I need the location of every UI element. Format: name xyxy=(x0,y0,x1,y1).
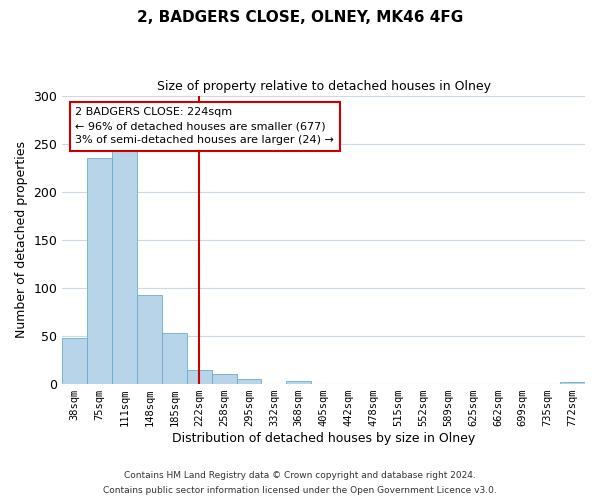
Y-axis label: Number of detached properties: Number of detached properties xyxy=(15,142,28,338)
Bar xyxy=(112,144,137,384)
Bar xyxy=(236,380,262,384)
Title: Size of property relative to detached houses in Olney: Size of property relative to detached ho… xyxy=(157,80,491,93)
Bar xyxy=(87,158,112,384)
Bar xyxy=(187,370,212,384)
X-axis label: Distribution of detached houses by size in Olney: Distribution of detached houses by size … xyxy=(172,432,475,445)
Text: Contains public sector information licensed under the Open Government Licence v3: Contains public sector information licen… xyxy=(103,486,497,495)
Bar xyxy=(560,382,585,384)
Text: 2 BADGERS CLOSE: 224sqm
← 96% of detached houses are smaller (677)
3% of semi-de: 2 BADGERS CLOSE: 224sqm ← 96% of detache… xyxy=(76,107,334,145)
Bar xyxy=(137,294,162,384)
Bar xyxy=(286,381,311,384)
Bar xyxy=(62,338,87,384)
Text: 2, BADGERS CLOSE, OLNEY, MK46 4FG: 2, BADGERS CLOSE, OLNEY, MK46 4FG xyxy=(137,10,463,25)
Bar xyxy=(212,374,236,384)
Text: Contains HM Land Registry data © Crown copyright and database right 2024.: Contains HM Land Registry data © Crown c… xyxy=(124,471,476,480)
Bar xyxy=(162,333,187,384)
